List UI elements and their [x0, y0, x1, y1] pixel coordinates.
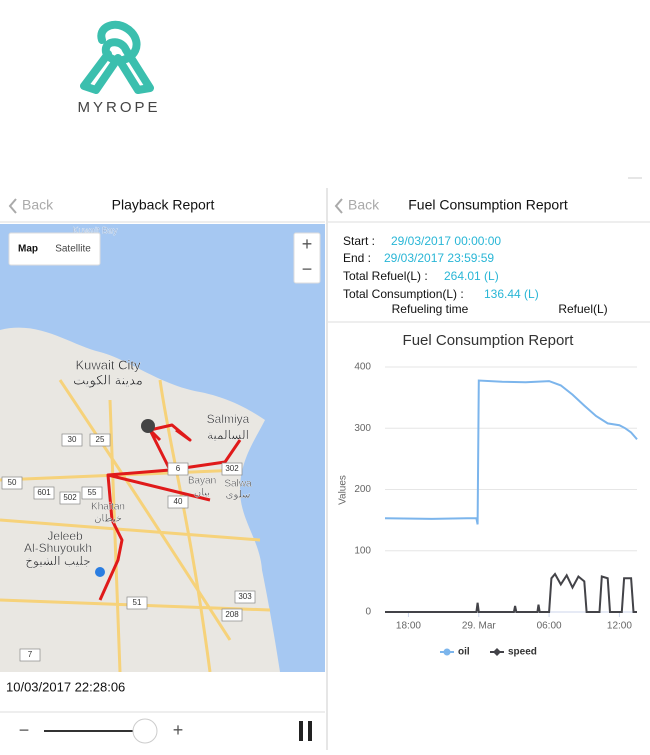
slider-minus[interactable]: −	[19, 720, 30, 740]
pause-button[interactable]	[299, 721, 312, 741]
road-number: 50	[8, 478, 17, 487]
road-shield	[33, 486, 55, 500]
back-button[interactable]: Back	[348, 197, 380, 213]
road-shield	[126, 596, 148, 610]
summary: Start : 29/03/2017 00:00:00 End : 29/03/…	[343, 234, 608, 316]
road-shield	[19, 648, 41, 662]
slider-plus[interactable]: +	[173, 720, 184, 740]
back-chevron[interactable]	[334, 198, 343, 214]
zoom-in[interactable]: +	[302, 234, 313, 254]
logo: MYROPE	[77, 20, 160, 116]
place-label: Salmiya	[207, 412, 250, 426]
end-label: End :	[343, 251, 371, 265]
road-shield	[167, 495, 189, 509]
place-label: السالمية	[207, 428, 249, 442]
place-label: Kuwait City	[75, 357, 141, 372]
panel-title: Fuel Consumption Report	[408, 197, 568, 213]
place-label: Kuwait Bay	[72, 225, 118, 235]
table-header: Refueling time	[392, 302, 469, 316]
road-number: 30	[68, 435, 77, 444]
zoom-control	[293, 232, 321, 284]
place-label: خيطان	[94, 514, 122, 525]
place-label: بيان	[194, 488, 210, 499]
consumption-label: Total Consumption(L) :	[343, 287, 464, 301]
table-header: Refuel(L)	[558, 302, 607, 316]
y-tick-label: 0	[365, 607, 371, 618]
y-tick-label: 300	[354, 423, 371, 434]
timestamp: 10/03/2017 22:28:06	[6, 679, 125, 694]
chart: 0 100 200 300 400 18:00 29. Mar 06:00 12:00 oil sp…	[354, 362, 638, 658]
map-button[interactable]: Map	[18, 244, 38, 255]
road-shield	[167, 462, 189, 476]
road-shield	[1, 476, 23, 490]
back-button[interactable]: Back	[22, 197, 54, 213]
start-label: Start :	[343, 234, 375, 248]
series-line	[385, 572, 637, 613]
back-chevron[interactable]	[8, 198, 17, 214]
road-shield	[221, 608, 243, 622]
road-number: 51	[133, 598, 142, 607]
place-label: Bayan	[188, 476, 216, 487]
satellite-button[interactable]: Satellite	[55, 244, 91, 255]
y-tick-label: 400	[354, 362, 371, 373]
road-number: 303	[238, 592, 252, 601]
x-tick-label: 12:00	[607, 621, 632, 632]
road-number: 601	[37, 488, 51, 497]
road-number: 7	[28, 650, 33, 659]
place-label: جليب الشيوخ	[25, 554, 90, 568]
zoom-out[interactable]: −	[302, 259, 313, 279]
road-number: 6	[176, 464, 181, 473]
road-number: 208	[225, 610, 239, 619]
road-shield	[59, 491, 81, 505]
road-shield	[221, 462, 243, 476]
consumption-value: 136.44 (L)	[484, 287, 539, 301]
slider-knob[interactable]	[132, 718, 158, 744]
legend-label: oil	[458, 647, 470, 658]
y-tick-label: 100	[354, 545, 371, 556]
road-shield	[89, 433, 111, 447]
brand: MYROPE	[77, 99, 160, 116]
vehicle-marker	[141, 419, 155, 433]
place-label: مدينة الكويت	[73, 372, 143, 388]
road-number: 302	[225, 464, 239, 473]
y-tick-label: 200	[354, 484, 371, 495]
place-label: Khaitan	[91, 502, 125, 513]
end-marker	[95, 567, 105, 577]
road-number: 502	[63, 493, 77, 502]
road-number: 55	[88, 488, 97, 497]
pause-bar	[308, 721, 312, 741]
place-label: Salwa	[224, 479, 252, 490]
place-label: Jeleeb	[47, 529, 83, 543]
road-number: 25	[96, 435, 105, 444]
y-axis-label: Values	[338, 475, 349, 505]
road-shield	[81, 486, 103, 500]
road-shield	[234, 590, 256, 604]
series-line	[384, 379, 638, 525]
end-value: 29/03/2017 23:59:59	[384, 251, 494, 265]
x-tick-label: 06:00	[537, 621, 562, 632]
refuel-label: Total Refuel(L) :	[343, 269, 428, 283]
pause-bar	[299, 721, 303, 741]
panel-title: Playback Report	[112, 197, 215, 213]
legend-marker	[493, 648, 501, 656]
road-number: 40	[174, 497, 183, 506]
chart-title: Fuel Consumption Report	[403, 332, 575, 349]
legend-marker	[443, 648, 451, 656]
legend-label: speed	[508, 647, 537, 658]
map-type-control	[8, 232, 101, 266]
x-tick-label: 29. Mar	[462, 621, 497, 632]
place-label: سلوى	[226, 490, 251, 501]
refuel-value: 264.01 (L)	[444, 269, 499, 283]
route	[98, 423, 242, 601]
start-value: 29/03/2017 00:00:00	[391, 234, 501, 248]
place-label: Al-Shuyoukh	[24, 541, 92, 555]
x-tick-label: 18:00	[396, 621, 421, 632]
road-shield	[61, 433, 83, 447]
logo-mark	[80, 20, 154, 94]
